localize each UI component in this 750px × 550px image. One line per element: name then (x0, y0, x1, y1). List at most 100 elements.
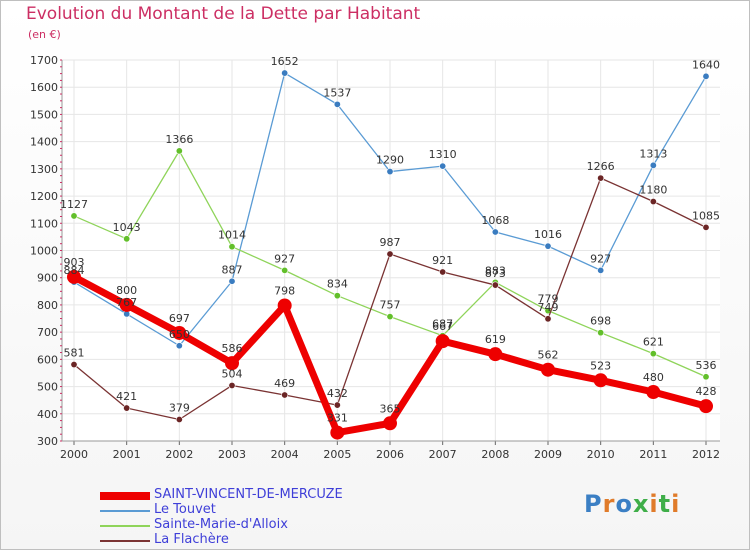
data-label: 1180 (639, 184, 667, 197)
logo-letter: o (615, 490, 633, 518)
data-label: 873 (485, 267, 506, 280)
data-label: 1652 (271, 55, 299, 68)
legend-label: Le Touvet (154, 502, 216, 517)
data-label: 536 (696, 359, 717, 372)
x-tick-label: 2012 (692, 448, 720, 461)
data-label: 428 (696, 385, 717, 398)
legend-swatch (100, 540, 150, 542)
data-point (491, 228, 499, 236)
data-label: 523 (590, 359, 611, 372)
data-point (333, 292, 341, 300)
data-point (386, 250, 394, 258)
data-label: 421 (116, 390, 137, 403)
data-point (386, 168, 394, 176)
legend-swatch (100, 510, 150, 512)
data-point (281, 266, 289, 274)
data-label: 834 (327, 278, 348, 291)
data-point (383, 416, 397, 431)
data-label: 667 (432, 320, 453, 333)
y-tick-label: 1600 (30, 81, 58, 94)
data-point (123, 235, 131, 243)
data-label: 779 (538, 293, 559, 306)
data-label: 379 (169, 402, 190, 415)
data-point (119, 297, 134, 312)
data-point (386, 313, 394, 321)
data-label: 621 (643, 336, 664, 349)
legend-item: La Flachère (100, 532, 400, 548)
y-tick-label: 1400 (30, 136, 58, 149)
y-tick-label: 700 (37, 326, 58, 339)
data-label: 1068 (481, 214, 509, 227)
x-tick-label: 2002 (165, 448, 193, 461)
x-tick-label: 2008 (481, 448, 509, 461)
data-point (702, 223, 710, 231)
y-tick-label: 800 (37, 299, 58, 312)
logo-letter: i (649, 490, 659, 518)
data-point (435, 334, 450, 349)
y-tick-label: 500 (37, 381, 58, 394)
data-label: 987 (380, 236, 401, 249)
data-label: 469 (274, 377, 295, 390)
data-point (123, 404, 131, 412)
data-label: 927 (590, 252, 611, 265)
data-label: 767 (116, 296, 137, 309)
data-label: 798 (274, 284, 295, 297)
data-label: 1014 (218, 229, 246, 242)
data-point (67, 269, 81, 284)
data-point (544, 242, 552, 250)
logo-letter: i (671, 490, 681, 518)
data-label: 800 (116, 284, 137, 297)
data-point (649, 198, 657, 206)
data-label: 883 (485, 264, 506, 277)
data-label: 884 (64, 264, 85, 277)
y-tick-label: 1300 (30, 163, 58, 176)
chart-subtitle: (en €) (28, 28, 61, 41)
data-label: 331 (327, 412, 348, 425)
data-label: 1016 (534, 228, 562, 241)
y-tick-label: 400 (37, 408, 58, 421)
data-label: 1310 (429, 148, 457, 161)
logo-letter: P (584, 490, 603, 518)
data-point (228, 381, 236, 389)
data-point (333, 100, 341, 108)
data-point (172, 325, 187, 340)
data-label: 687 (432, 318, 453, 331)
data-label: 1043 (113, 221, 141, 234)
x-tick-label: 2009 (534, 448, 562, 461)
data-label: 1366 (165, 133, 193, 146)
y-tick-label: 1700 (30, 54, 58, 67)
y-tick-label: 300 (37, 435, 58, 448)
y-tick-label: 1000 (30, 245, 58, 258)
data-label: 504 (222, 367, 243, 380)
data-label: 1290 (376, 154, 404, 167)
data-label: 432 (327, 387, 348, 400)
data-point (649, 161, 657, 169)
legend-swatch (100, 525, 150, 527)
y-tick-label: 600 (37, 353, 58, 366)
data-point (228, 277, 236, 285)
x-tick-label: 2004 (271, 448, 299, 461)
data-point (597, 266, 605, 274)
y-tick-label: 1200 (30, 190, 58, 203)
data-label: 480 (643, 371, 664, 384)
logo-letter: x (632, 490, 650, 518)
chart-title: Evolution du Montant de la Dette par Hab… (26, 4, 421, 24)
y-tick-label: 1500 (30, 108, 58, 121)
data-label: 921 (432, 254, 453, 267)
x-tick-label: 2007 (429, 448, 457, 461)
data-point (699, 399, 713, 414)
data-point (439, 162, 447, 170)
data-point (646, 385, 661, 400)
data-point (702, 72, 710, 80)
data-label: 903 (64, 256, 85, 269)
x-tick-label: 2003 (218, 448, 246, 461)
data-label: 581 (64, 347, 85, 360)
line-chart: 300 400 500 600 700 800 900 1000 1100 1200 1300 140… (30, 54, 720, 461)
data-point (330, 425, 345, 440)
data-point (593, 373, 608, 388)
data-point (281, 391, 289, 399)
data-label: 562 (538, 349, 559, 362)
data-label: 619 (485, 333, 506, 346)
data-label: 1085 (692, 209, 720, 222)
data-point (439, 268, 447, 276)
